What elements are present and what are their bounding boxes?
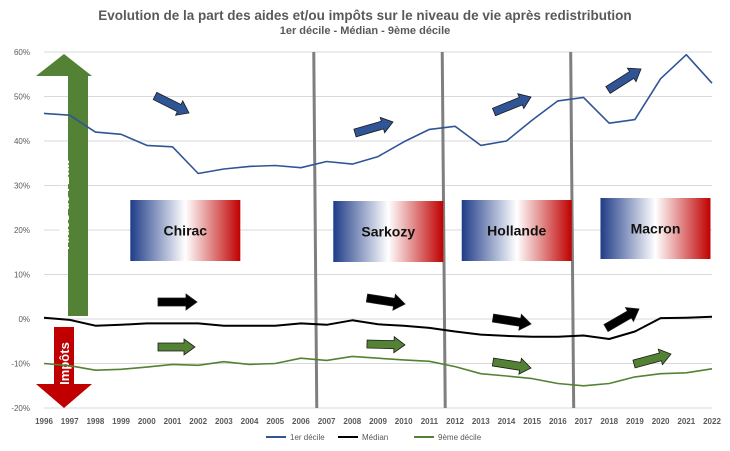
x-tick-label: 2016 bbox=[549, 417, 567, 426]
trend-arrow-macron-1er bbox=[605, 67, 642, 94]
trend-arrow-chirac-9eme bbox=[157, 338, 196, 356]
aides-label: Aides de l'Etat bbox=[57, 160, 72, 250]
president-label: Chirac bbox=[164, 223, 208, 239]
x-tick-label: 2003 bbox=[215, 417, 233, 426]
chart-subtitle: 1er décile - Médian - 9ème décile bbox=[279, 25, 451, 37]
president-label: Hollande bbox=[487, 223, 546, 239]
x-tick-label: 2008 bbox=[343, 417, 361, 426]
flag-hollande bbox=[461, 200, 572, 261]
trend-arrow-macron-9eme bbox=[632, 348, 672, 369]
x-tick-label: 2010 bbox=[395, 417, 413, 426]
trend-arrow-sarkozy-median bbox=[365, 293, 406, 311]
legend-label: 1er décile bbox=[290, 433, 325, 442]
series-line-3 bbox=[43, 355, 713, 387]
series-line-2 bbox=[43, 315, 713, 340]
y-tick-label: 50% bbox=[14, 93, 30, 102]
trend-arrow-chirac-median bbox=[157, 293, 198, 311]
x-tick-label: 2006 bbox=[292, 417, 310, 426]
legend-label: 9ème décile bbox=[438, 433, 482, 442]
y-tick-label: 30% bbox=[14, 182, 30, 191]
flag-macron bbox=[600, 198, 711, 259]
x-tick-label: 2000 bbox=[138, 417, 156, 426]
impots-label: Impôts bbox=[57, 342, 72, 385]
y-tick-label: 40% bbox=[14, 137, 30, 146]
flag-sarkozy bbox=[333, 201, 444, 262]
x-tick-label: 2014 bbox=[498, 417, 516, 426]
trend-arrow-sarkozy-1er bbox=[353, 116, 394, 138]
trend-arrow-hollande-9eme bbox=[491, 357, 532, 375]
series-line-1 bbox=[43, 53, 713, 175]
x-tick-label: 2019 bbox=[626, 417, 644, 426]
y-tick-label: 20% bbox=[14, 226, 30, 235]
x-tick-label: 2002 bbox=[189, 417, 207, 426]
x-tick-label: 2021 bbox=[677, 417, 695, 426]
x-tick-label: 1997 bbox=[61, 417, 79, 426]
trend-arrow-chirac-1er bbox=[152, 91, 190, 116]
period-divider bbox=[440, 51, 447, 409]
trend-arrow-sarkozy-9eme bbox=[366, 335, 406, 354]
x-tick-label: 1998 bbox=[86, 417, 104, 426]
x-tick-label: 1999 bbox=[112, 417, 130, 426]
y-tick-label: -10% bbox=[11, 360, 30, 369]
x-tick-label: 1996 bbox=[35, 417, 53, 426]
x-tick-label: 2015 bbox=[523, 417, 541, 426]
impots-arrow bbox=[36, 327, 92, 408]
x-tick-label: 2013 bbox=[472, 417, 490, 426]
period-divider bbox=[312, 51, 319, 409]
president-label: Macron bbox=[631, 221, 681, 237]
legend-label: Médian bbox=[362, 433, 388, 442]
trend-arrow-hollande-median bbox=[491, 313, 532, 331]
x-tick-label: 2018 bbox=[600, 417, 618, 426]
x-tick-label: 2007 bbox=[318, 417, 336, 426]
y-tick-label: 0% bbox=[18, 315, 30, 324]
x-tick-label: 2001 bbox=[164, 417, 182, 426]
trend-arrow-macron-median bbox=[603, 307, 640, 333]
x-tick-label: 2012 bbox=[446, 417, 464, 426]
x-tick-label: 2020 bbox=[652, 417, 670, 426]
x-tick-label: 2017 bbox=[575, 417, 593, 426]
flag-chirac bbox=[130, 200, 241, 261]
x-tick-label: 2009 bbox=[369, 417, 387, 426]
x-tick-label: 2011 bbox=[421, 417, 439, 426]
period-divider bbox=[569, 51, 576, 409]
y-tick-label: 10% bbox=[14, 271, 30, 280]
chart-title: Evolution de la part des aides et/ou imp… bbox=[98, 8, 632, 23]
x-tick-label: 2005 bbox=[266, 417, 284, 426]
y-tick-label: 60% bbox=[14, 48, 30, 57]
y-tick-label: -20% bbox=[11, 404, 30, 413]
trend-arrow-hollande-1er bbox=[491, 93, 532, 117]
x-tick-label: 2022 bbox=[703, 417, 721, 426]
president-label: Sarkozy bbox=[361, 224, 415, 240]
aides-arrow bbox=[36, 54, 92, 316]
x-tick-label: 2004 bbox=[241, 417, 259, 426]
